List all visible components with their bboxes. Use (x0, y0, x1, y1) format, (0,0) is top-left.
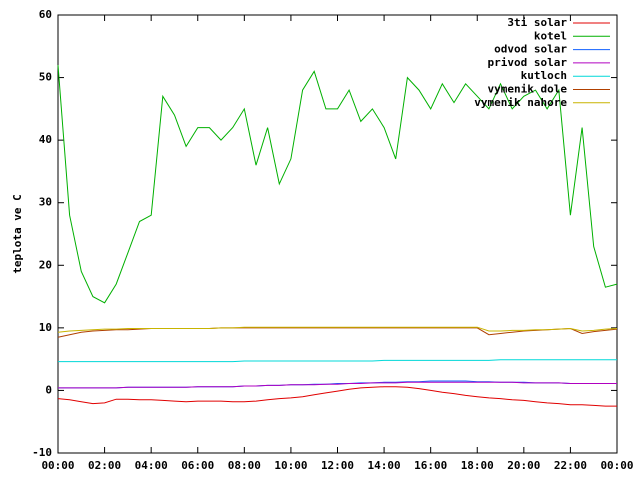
x-tick-label: 02:00 (88, 459, 121, 472)
legend-label: odvod solar (494, 43, 567, 56)
y-tick-label: 0 (45, 383, 52, 396)
x-tick-label: 06:00 (181, 459, 214, 472)
x-tick-label: 10:00 (274, 459, 307, 472)
y-tick-label: 20 (39, 258, 52, 271)
x-tick-label: 22:00 (554, 459, 587, 472)
legend-label: kutloch (521, 69, 567, 82)
y-tick-label: 50 (39, 71, 52, 84)
x-tick-label: 00:00 (41, 459, 74, 472)
y-tick-label: 10 (39, 321, 52, 334)
legend-label: vymenik nahore (474, 96, 567, 109)
y-tick-label: 30 (39, 196, 52, 209)
x-tick-label: 04:00 (135, 459, 168, 472)
x-tick-label: 16:00 (414, 459, 447, 472)
x-tick-label: 14:00 (368, 459, 401, 472)
y-tick-label: -10 (32, 446, 52, 459)
x-tick-label: 20:00 (507, 459, 540, 472)
series-line (57, 65, 618, 304)
series-line (57, 327, 618, 338)
series-line (58, 359, 617, 363)
x-tick-label: 12:00 (321, 459, 354, 472)
y-tick-label: 40 (39, 133, 52, 146)
y-axis-label: teplota ve C (11, 194, 24, 273)
legend-label: kotel (534, 29, 567, 42)
series-line (58, 381, 617, 389)
series-line (57, 386, 617, 407)
y-tick-label: 60 (39, 8, 52, 21)
x-tick-label: 00:00 (600, 459, 633, 472)
x-tick-label: 08:00 (228, 459, 261, 472)
legend-label: privod solar (488, 56, 568, 69)
legend-label: vymenik dole (488, 83, 568, 96)
x-tick-label: 18:00 (461, 459, 494, 472)
series-line (57, 326, 618, 333)
legend-label: 3ti solar (507, 16, 567, 29)
